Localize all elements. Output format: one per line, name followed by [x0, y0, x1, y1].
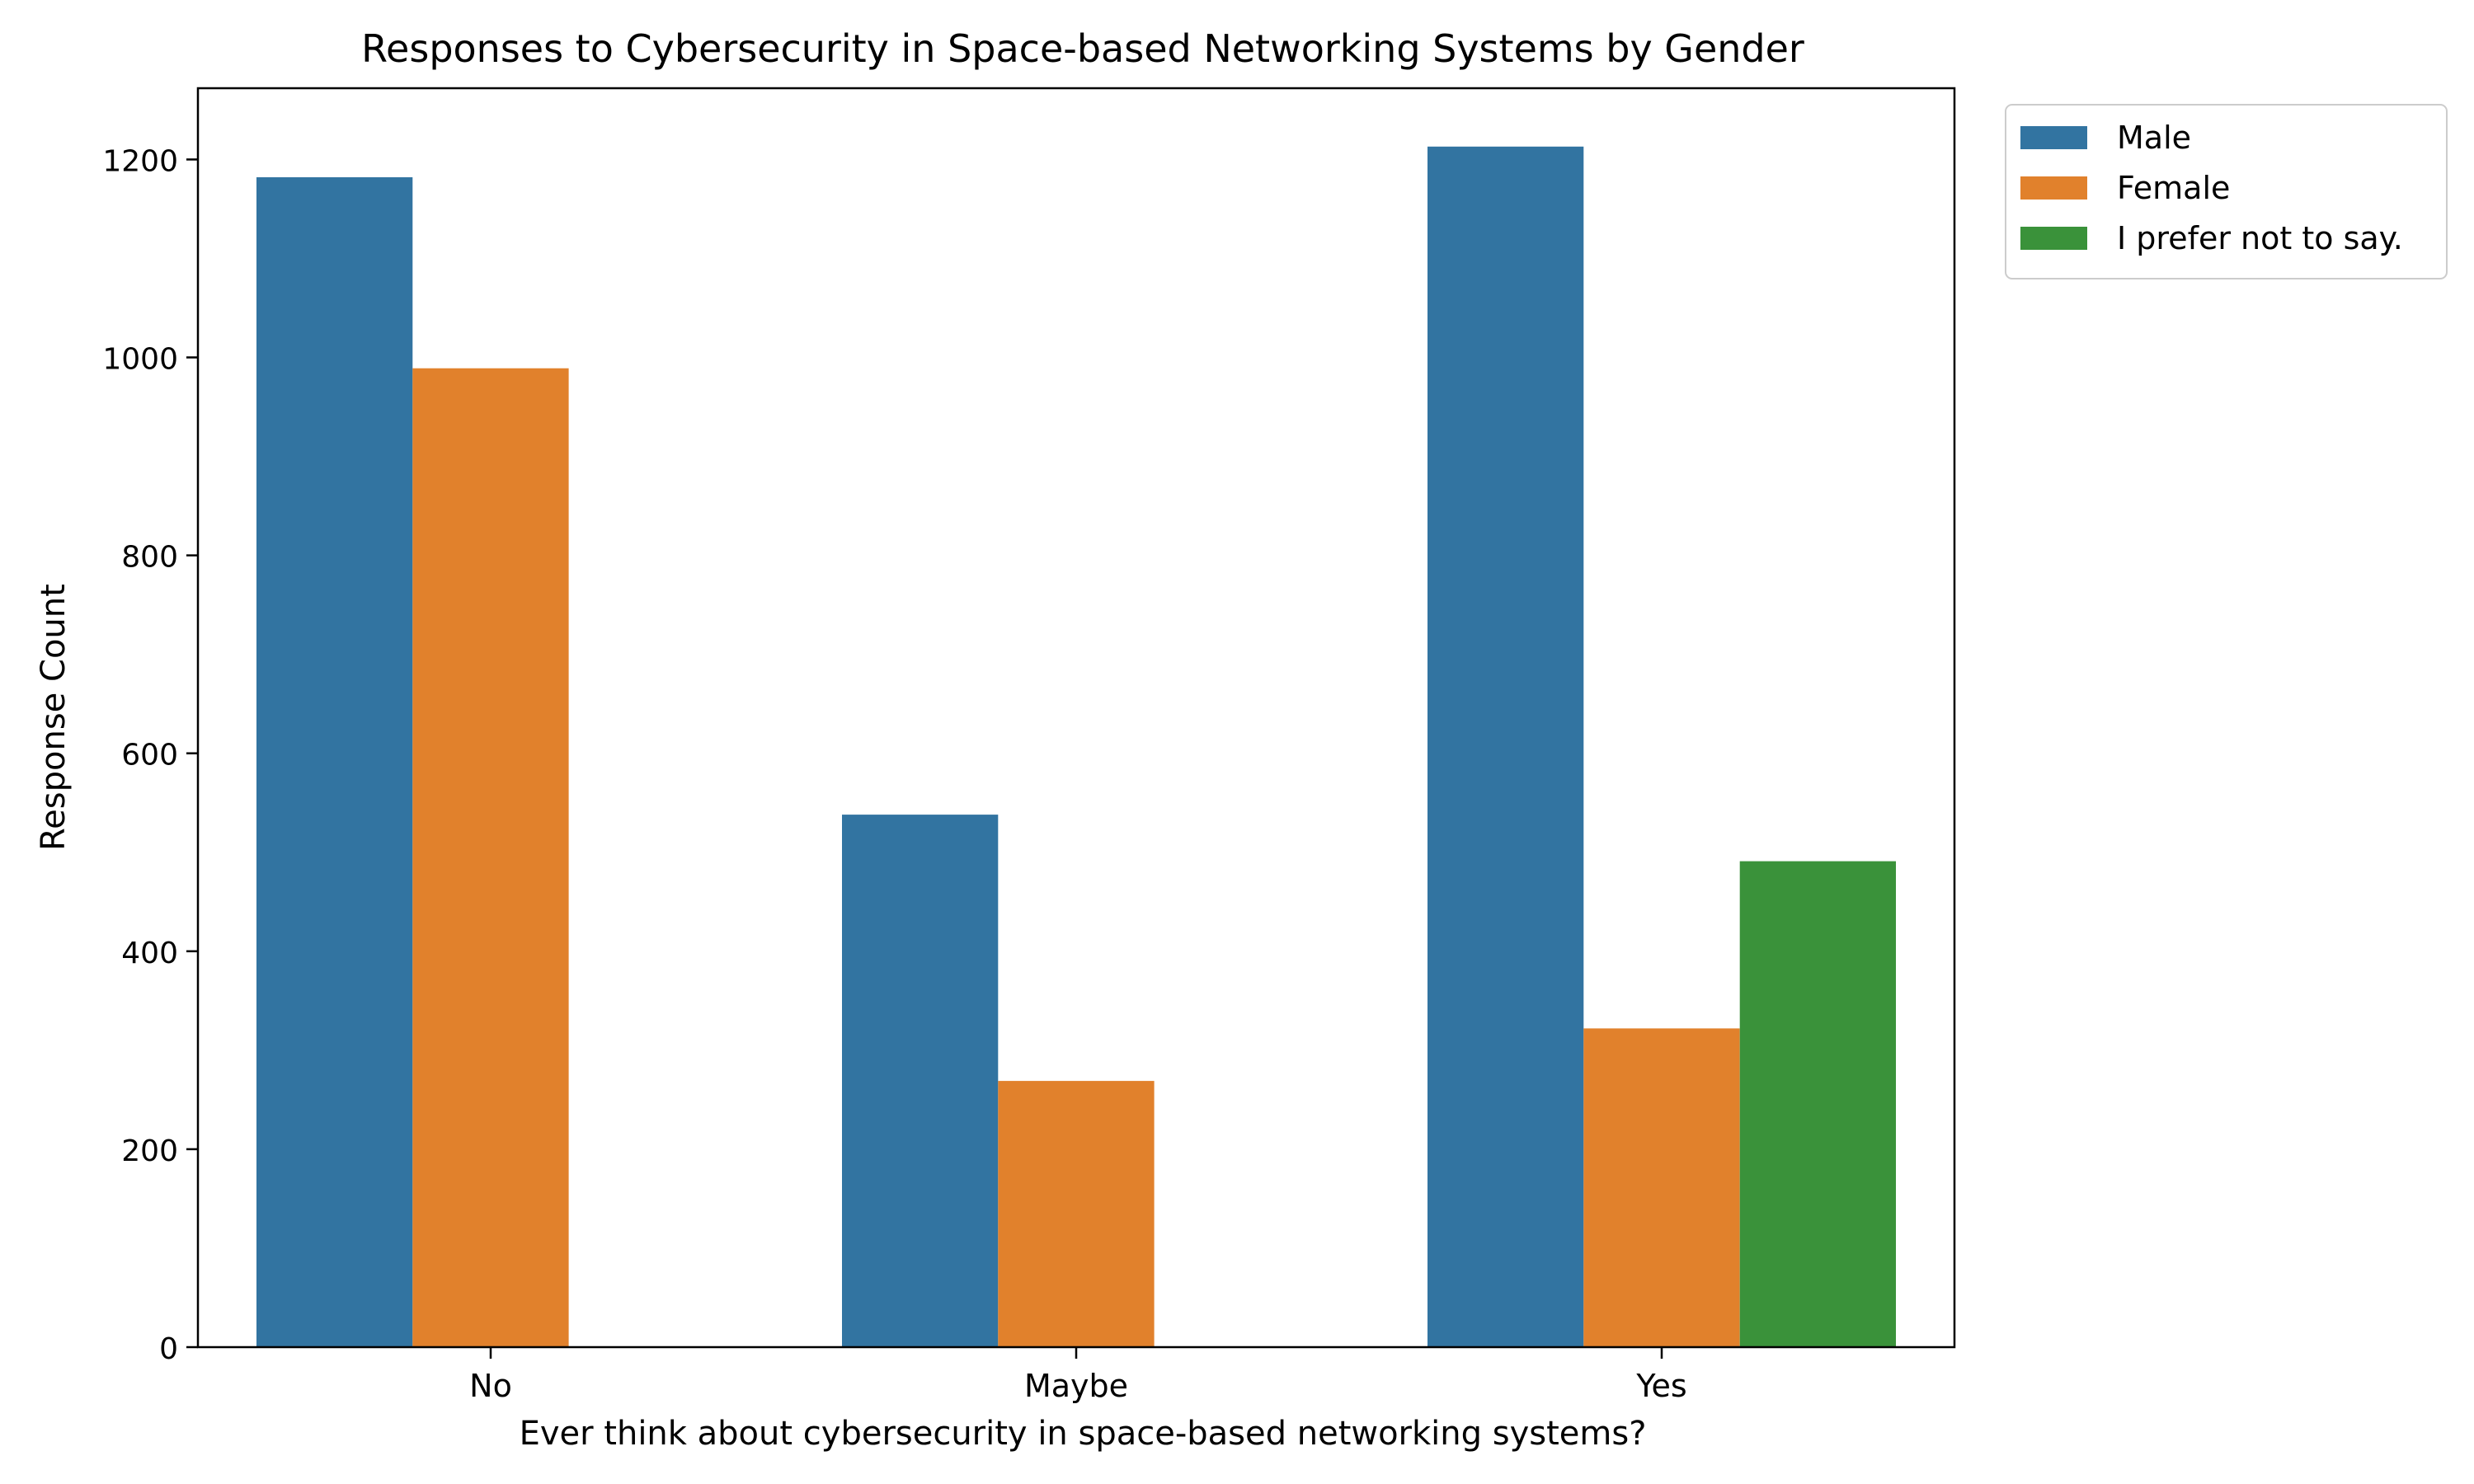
- bars-layer: [256, 146, 1896, 1348]
- bar-female-yes: [1583, 1028, 1740, 1347]
- y-tick-label: 1200: [102, 144, 178, 178]
- y-tick-label: 200: [121, 1134, 178, 1168]
- bar-male-no: [256, 177, 413, 1347]
- legend-frame: [2005, 104, 2448, 279]
- legend-swatch: [2020, 227, 2087, 250]
- x-tick-label: Maybe: [1024, 1368, 1128, 1404]
- axes-layer: 0 200 400 600 800 1000 1200 No Maybe Yes: [102, 87, 1956, 1404]
- bar-male-maybe: [842, 815, 999, 1347]
- legend-label: Female: [2117, 170, 2230, 206]
- x-tick-label: Yes: [1635, 1368, 1686, 1404]
- y-tick-label: 600: [121, 739, 178, 773]
- y-tick-label: 0: [159, 1332, 178, 1366]
- legend-label: I prefer not to say.: [2117, 220, 2403, 256]
- legend: Male Female I prefer not to say.: [2005, 104, 2448, 279]
- legend-swatch: [2020, 126, 2087, 149]
- bar-i-prefer-not-to-say-yes: [1739, 861, 1896, 1347]
- y-tick-label: 1000: [102, 343, 178, 377]
- legend-label: Male: [2117, 120, 2191, 156]
- y-tick-label: 800: [121, 541, 178, 575]
- y-axis-label: Response Count: [35, 584, 73, 851]
- bar-female-maybe: [998, 1081, 1155, 1347]
- bar-female-no: [412, 368, 569, 1348]
- legend-swatch: [2020, 176, 2087, 200]
- y-tick-label: 400: [121, 937, 178, 970]
- x-axis-label: Ever think about cybersecurity in space-…: [520, 1415, 1647, 1453]
- x-tick-label: No: [469, 1368, 512, 1404]
- bar-male-yes: [1427, 146, 1584, 1347]
- chart-title: Responses to Cybersecurity in Space-base…: [361, 26, 1804, 71]
